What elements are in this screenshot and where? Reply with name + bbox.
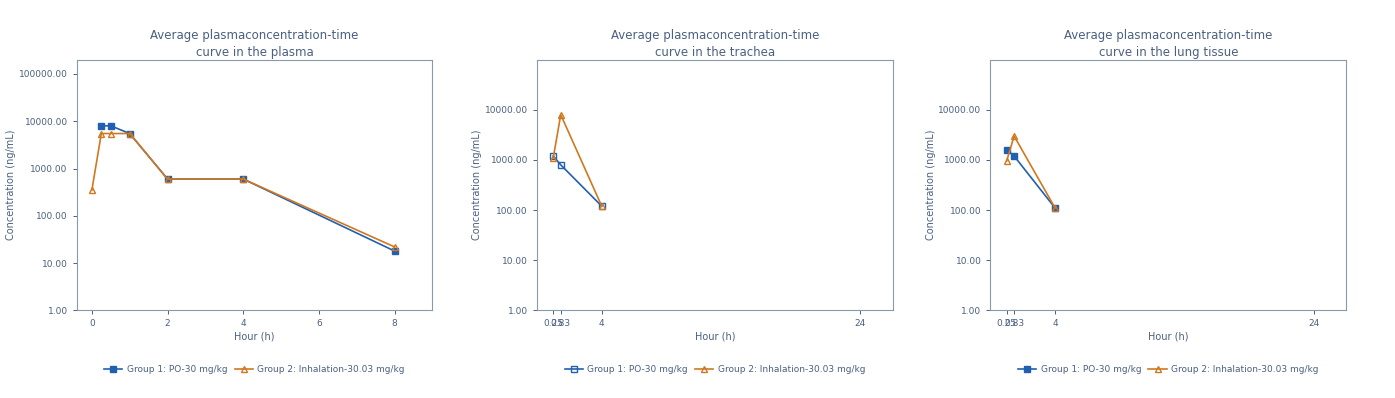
Title: Average plasmaconcentration-time
curve in the trachea: Average plasmaconcentration-time curve i… bbox=[611, 29, 819, 59]
X-axis label: Hour (h): Hour (h) bbox=[695, 331, 735, 341]
Line: Group 1: PO-30 mg/kg: Group 1: PO-30 mg/kg bbox=[99, 123, 398, 254]
Group 1: PO-30 mg/kg: (4, 600): PO-30 mg/kg: (4, 600) bbox=[234, 177, 251, 181]
Legend: Group 1: PO-30 mg/kg, Group 2: Inhalation-30.03 mg/kg: Group 1: PO-30 mg/kg, Group 2: Inhalatio… bbox=[105, 365, 405, 374]
Group 2: Inhalation-30.03 mg/kg: (2, 600): Inhalation-30.03 mg/kg: (2, 600) bbox=[159, 177, 176, 181]
Group 1: PO-30 mg/kg: (2, 600): PO-30 mg/kg: (2, 600) bbox=[159, 177, 176, 181]
Group 1: PO-30 mg/kg: (0.25, 1.2e+03): PO-30 mg/kg: (0.25, 1.2e+03) bbox=[545, 154, 562, 158]
Group 2: Inhalation-30.03 mg/kg: (0.25, 1.1e+03): Inhalation-30.03 mg/kg: (0.25, 1.1e+03) bbox=[545, 156, 562, 160]
Line: Group 2: Inhalation-30.03 mg/kg: Group 2: Inhalation-30.03 mg/kg bbox=[88, 130, 398, 250]
X-axis label: Hour (h): Hour (h) bbox=[1148, 331, 1189, 341]
Group 2: Inhalation-30.03 mg/kg: (0, 350): Inhalation-30.03 mg/kg: (0, 350) bbox=[84, 188, 100, 193]
Title: Average plasmaconcentration-time
curve in the lung tissue: Average plasmaconcentration-time curve i… bbox=[1064, 29, 1272, 59]
Group 1: PO-30 mg/kg: (1, 5.5e+03): PO-30 mg/kg: (1, 5.5e+03) bbox=[121, 131, 138, 136]
Group 1: PO-30 mg/kg: (4, 120): PO-30 mg/kg: (4, 120) bbox=[593, 204, 610, 209]
Y-axis label: Concentration (ng/mL): Concentration (ng/mL) bbox=[472, 130, 483, 240]
Group 1: PO-30 mg/kg: (0.25, 8e+03): PO-30 mg/kg: (0.25, 8e+03) bbox=[93, 123, 110, 128]
Y-axis label: Concentration (ng/mL): Concentration (ng/mL) bbox=[6, 130, 17, 240]
Legend: Group 1: PO-30 mg/kg, Group 2: Inhalation-30.03 mg/kg: Group 1: PO-30 mg/kg, Group 2: Inhalatio… bbox=[565, 365, 865, 374]
Group 2: Inhalation-30.03 mg/kg: (8, 22): Inhalation-30.03 mg/kg: (8, 22) bbox=[386, 244, 403, 249]
Group 2: Inhalation-30.03 mg/kg: (4, 120): Inhalation-30.03 mg/kg: (4, 120) bbox=[593, 204, 610, 209]
Line: Group 2: Inhalation-30.03 mg/kg: Group 2: Inhalation-30.03 mg/kg bbox=[1003, 133, 1059, 212]
Group 2: Inhalation-30.03 mg/kg: (0.25, 5.5e+03): Inhalation-30.03 mg/kg: (0.25, 5.5e+03) bbox=[93, 131, 110, 136]
Group 2: Inhalation-30.03 mg/kg: (0.83, 3e+03): Inhalation-30.03 mg/kg: (0.83, 3e+03) bbox=[1006, 134, 1023, 139]
Group 2: Inhalation-30.03 mg/kg: (1, 5.5e+03): Inhalation-30.03 mg/kg: (1, 5.5e+03) bbox=[121, 131, 138, 136]
Group 1: PO-30 mg/kg: (0.5, 8e+03): PO-30 mg/kg: (0.5, 8e+03) bbox=[102, 123, 119, 128]
Group 2: Inhalation-30.03 mg/kg: (4, 600): Inhalation-30.03 mg/kg: (4, 600) bbox=[234, 177, 251, 181]
Group 2: Inhalation-30.03 mg/kg: (0.25, 950): Inhalation-30.03 mg/kg: (0.25, 950) bbox=[999, 159, 1016, 164]
Group 1: PO-30 mg/kg: (0.83, 1.2e+03): PO-30 mg/kg: (0.83, 1.2e+03) bbox=[1006, 154, 1023, 158]
Group 1: PO-30 mg/kg: (8, 18): PO-30 mg/kg: (8, 18) bbox=[386, 249, 403, 254]
Line: Group 1: PO-30 mg/kg: Group 1: PO-30 mg/kg bbox=[551, 153, 604, 209]
Group 1: PO-30 mg/kg: (0.25, 1.6e+03): PO-30 mg/kg: (0.25, 1.6e+03) bbox=[999, 147, 1016, 152]
Group 1: PO-30 mg/kg: (0.83, 800): PO-30 mg/kg: (0.83, 800) bbox=[552, 162, 569, 167]
Legend: Group 1: PO-30 mg/kg, Group 2: Inhalation-30.03 mg/kg: Group 1: PO-30 mg/kg, Group 2: Inhalatio… bbox=[1018, 365, 1318, 374]
Group 2: Inhalation-30.03 mg/kg: (4, 110): Inhalation-30.03 mg/kg: (4, 110) bbox=[1046, 206, 1063, 211]
Y-axis label: Concentration (ng/mL): Concentration (ng/mL) bbox=[925, 130, 936, 240]
Group 1: PO-30 mg/kg: (4, 110): PO-30 mg/kg: (4, 110) bbox=[1046, 206, 1063, 211]
Line: Group 2: Inhalation-30.03 mg/kg: Group 2: Inhalation-30.03 mg/kg bbox=[550, 111, 605, 210]
Group 2: Inhalation-30.03 mg/kg: (0.5, 5.5e+03): Inhalation-30.03 mg/kg: (0.5, 5.5e+03) bbox=[102, 131, 119, 136]
Line: Group 1: PO-30 mg/kg: Group 1: PO-30 mg/kg bbox=[1004, 147, 1057, 211]
X-axis label: Hour (h): Hour (h) bbox=[234, 331, 275, 341]
Group 2: Inhalation-30.03 mg/kg: (0.83, 8e+03): Inhalation-30.03 mg/kg: (0.83, 8e+03) bbox=[552, 112, 569, 117]
Title: Average plasmaconcentration-time
curve in the plasma: Average plasmaconcentration-time curve i… bbox=[151, 29, 359, 59]
